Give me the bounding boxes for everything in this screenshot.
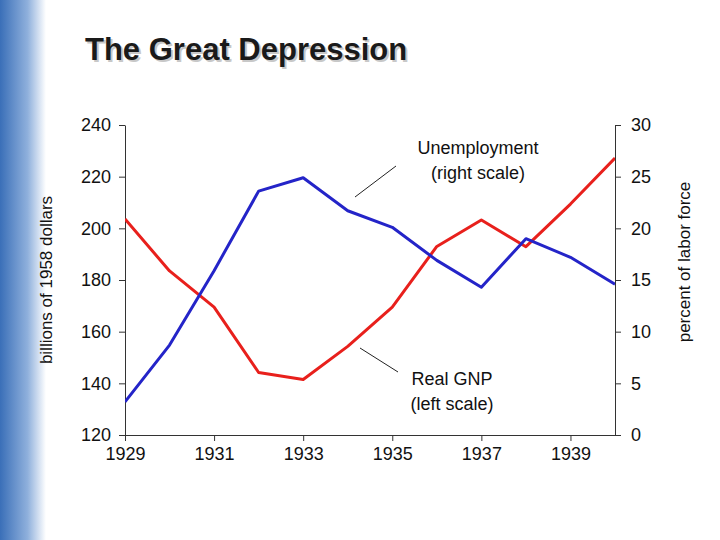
x-axis-tick-label: 1937 xyxy=(462,444,502,464)
x-axis-tick-mark xyxy=(481,435,482,441)
x-axis-tick: 1939 xyxy=(551,435,591,464)
y-axis-tick-label: 200 xyxy=(81,219,111,239)
y-axis-tick-label: 120 xyxy=(81,425,111,445)
y-axis-tick-mark xyxy=(119,332,125,333)
y2-axis-tick-mark xyxy=(615,332,621,333)
annotation: Unemployment (right scale) xyxy=(417,138,538,183)
x-axis-tick: 1933 xyxy=(284,435,324,464)
y-axis-tick-mark xyxy=(119,125,125,126)
y2-axis-tick-label: 10 xyxy=(631,322,651,342)
annotation-line: (right scale) xyxy=(431,163,525,183)
x-axis-tick-label: 1931 xyxy=(195,444,235,464)
y-axis-tick-mark xyxy=(119,228,125,229)
annotation-line: (left scale) xyxy=(410,394,493,414)
y-axis-tick: 180 xyxy=(81,270,125,290)
y2-axis-tick-label: 5 xyxy=(631,374,641,394)
y2-axis-tick: 0 xyxy=(615,425,641,445)
y2-axis-tick-mark xyxy=(615,383,621,384)
y2-axis-tick-label: 25 xyxy=(631,167,651,187)
y-axis-line xyxy=(125,126,126,436)
y-axis-tick-label: 240 xyxy=(81,115,111,135)
y2-axis-tick-label: 15 xyxy=(631,270,651,290)
y-axis-tick: 240 xyxy=(81,115,125,135)
annotation-line: Real GNP xyxy=(411,369,492,389)
y2-axis-tick: 25 xyxy=(615,167,651,187)
y2-axis-tick: 20 xyxy=(615,219,651,239)
series-lines xyxy=(125,158,615,402)
y-axis-tick: 200 xyxy=(81,219,125,239)
y2-axis-tick-mark xyxy=(615,280,621,281)
x-axis-tick-mark xyxy=(303,435,304,441)
x-axis-tick: 1929 xyxy=(105,435,145,464)
x-axis-tick: 1935 xyxy=(373,435,413,464)
y-axis-tick: 220 xyxy=(81,167,125,187)
y-axis-title: billions of 1958 dollars xyxy=(37,196,56,364)
y-axis-tick-mark xyxy=(119,383,125,384)
y2-axis-tick-mark xyxy=(615,125,621,126)
y-axis-tick-mark xyxy=(119,435,125,436)
x-axis-tick-label: 1935 xyxy=(373,444,413,464)
x-axis-tick-mark xyxy=(392,435,393,441)
y2-axis-tick: 30 xyxy=(615,115,651,135)
x-axis-tick: 1931 xyxy=(195,435,235,464)
y-axis-tick-label: 140 xyxy=(81,374,111,394)
chart: The Great DepressionThe Great Depression… xyxy=(0,0,720,540)
title: The Great Depression xyxy=(85,32,407,67)
y-axis-tick-label: 180 xyxy=(81,270,111,290)
y2-axis-tick-label: 20 xyxy=(631,219,651,239)
annotation: Real GNP (left scale) xyxy=(410,369,493,414)
y2-axis-tick-label: 30 xyxy=(631,115,651,135)
x-axis: 1929 1931 1933 1935 1937 1939 xyxy=(105,435,615,464)
x-axis-tick-mark xyxy=(125,435,126,441)
y-axis-tick-label: 220 xyxy=(81,167,111,187)
x-axis-line xyxy=(126,435,616,436)
x-axis-tick-label: 1939 xyxy=(551,444,591,464)
x-axis-tick: 1937 xyxy=(462,435,502,464)
y2-axis-tick-mark xyxy=(615,228,621,229)
plot: 1929193119331935193719391201401601802002… xyxy=(81,115,651,464)
annotation-line: Unemployment xyxy=(417,138,538,158)
y-axis: 120 140 160 180 200 220 240 xyxy=(81,115,126,445)
y2-axis-tick: 10 xyxy=(615,322,651,342)
x-axis-tick-mark xyxy=(570,435,571,441)
y-axis-tick-mark xyxy=(119,177,125,178)
series-line xyxy=(125,158,615,379)
y-axis-tick: 160 xyxy=(81,322,125,342)
y2-axis-tick: 5 xyxy=(615,374,641,394)
y-axis-tick: 140 xyxy=(81,374,125,394)
y-axis-tick-mark xyxy=(119,280,125,281)
x-axis-tick-label: 1933 xyxy=(284,444,324,464)
series-line xyxy=(125,178,615,402)
y2-axis-tick-mark xyxy=(615,435,621,436)
y2-axis-tick: 15 xyxy=(615,270,651,290)
y-axis-tick-label: 160 xyxy=(81,322,111,342)
y-axis-tick: 120 xyxy=(81,425,125,445)
annotation-leader xyxy=(355,166,396,197)
y2-axis: 0 5 10 15 20 25 30 xyxy=(615,115,651,445)
y2-axis-title: percent of labor force xyxy=(675,182,694,343)
annotation-leader xyxy=(360,348,398,372)
x-axis-tick-mark xyxy=(214,435,215,441)
y2-axis-tick-mark xyxy=(615,177,621,178)
x-axis-tick-label: 1929 xyxy=(105,444,145,464)
y2-axis-tick-label: 0 xyxy=(631,425,641,445)
